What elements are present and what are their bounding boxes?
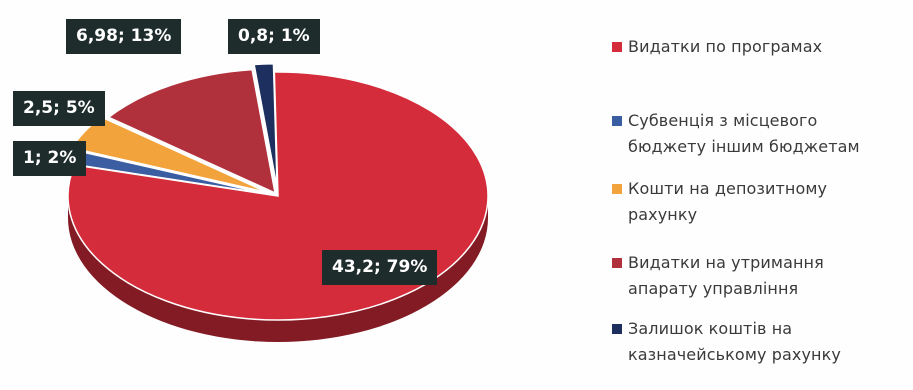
legend-label: казначейському рахунку — [628, 345, 841, 364]
legend-label: Субвенція з місцевого — [628, 111, 818, 130]
legend-label: Видатки на утримання — [628, 253, 824, 272]
pie-slice-5 — [253, 63, 278, 188]
data-label-5: 0,8; 1% — [228, 19, 320, 54]
legend-label: Кошти на депозитному — [628, 179, 828, 198]
data-label-3: 2,5; 5% — [13, 91, 105, 126]
legend-swatch — [612, 116, 622, 126]
legend-swatch — [612, 258, 622, 268]
data-label-1: 43,2; 79% — [322, 250, 438, 285]
data-label-2: 1; 2% — [13, 141, 87, 176]
legend-label: рахунку — [628, 205, 698, 224]
legend-swatch — [612, 184, 622, 194]
pie-slice-side-1 — [68, 196, 488, 342]
legend-swatch — [612, 324, 622, 334]
data-label-4: 6,98; 13% — [66, 19, 182, 54]
pie-slice-4 — [107, 68, 277, 195]
legend-swatch — [612, 42, 622, 52]
legend-label: бюджету іншим бюджетам — [628, 137, 860, 156]
legend-label: апарату управління — [628, 279, 799, 298]
legend-label: Видатки по програмах — [628, 37, 823, 56]
legend-label: Залишок коштів на — [628, 319, 793, 338]
